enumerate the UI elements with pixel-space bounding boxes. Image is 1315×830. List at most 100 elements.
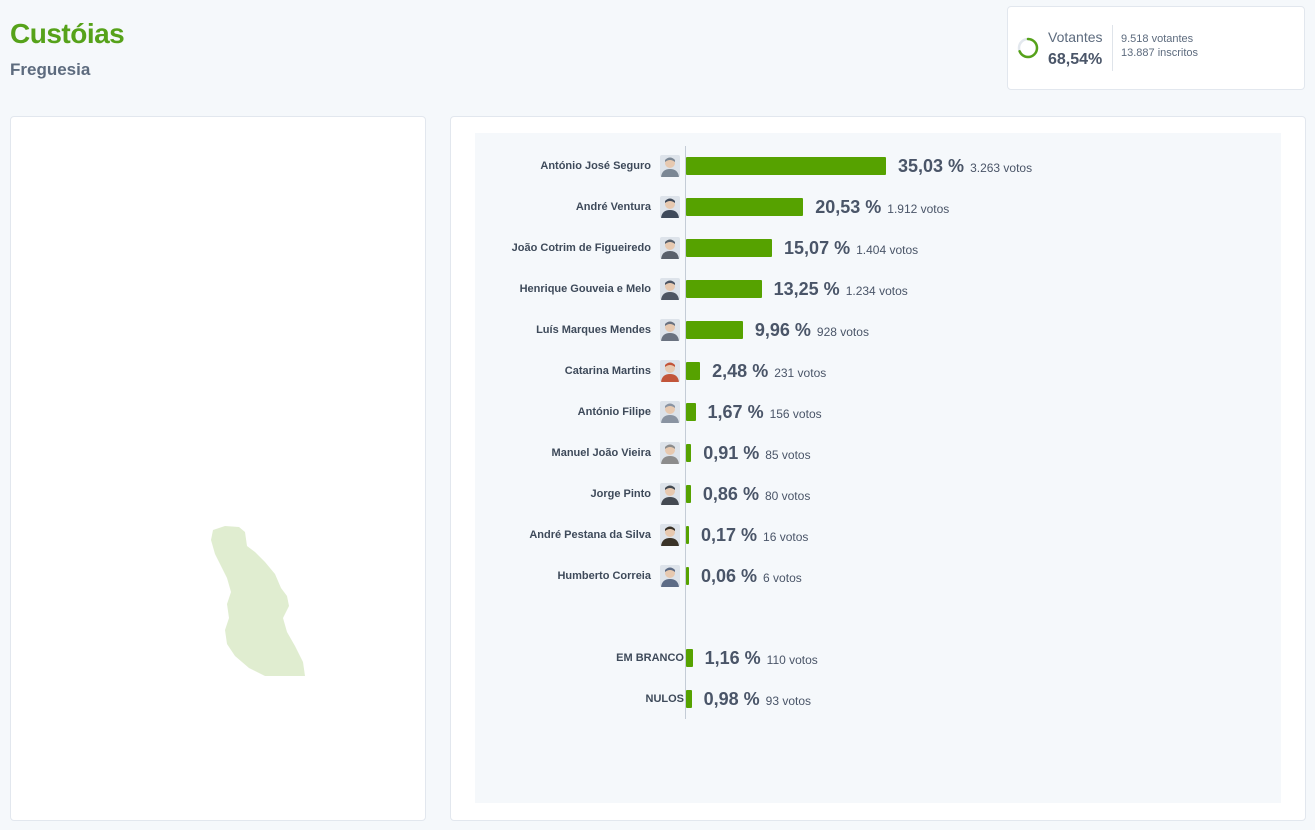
bar-value-label: 0,91 % 85 votos [703,441,810,467]
bar-label: Jorge Pinto [590,488,651,500]
bar-label: António José Seguro [540,160,651,172]
candidate-row[interactable]: António Filipe 1,67 % 156 votos [475,400,1281,424]
bar-mark[interactable] [686,567,689,585]
bar-label: João Cotrim de Figueiredo [511,242,651,254]
other-row[interactable]: NULOS 0,98 % 93 votos [475,687,1281,711]
bar-value-label: 9,96 % 928 votos [755,318,869,344]
candidate-row[interactable]: Catarina Martins 2,48 % 231 votos [475,359,1281,383]
other-row[interactable]: EM BRANCO 1,16 % 110 votos [475,646,1281,670]
bar-label: Luís Marques Mendes [536,324,651,336]
bar-percent: 9,96 % [754,320,811,340]
candidate-row[interactable]: Humberto Correia 0,06 % 6 votos [475,564,1281,588]
bar-votes: 6 votos [763,571,802,585]
candidate-row[interactable]: Manuel João Vieira 0,91 % 85 votos [475,441,1281,465]
bar-mark[interactable] [686,485,691,503]
bar-percent: 0,17 % [701,525,758,545]
person-photo-icon [660,319,680,341]
bar-percent: 2,48 % [712,361,769,381]
bar-value-label: 0,06 % 6 votos [701,564,802,590]
bar-mark[interactable] [686,690,692,708]
bar-percent: 20,53 % [815,197,882,217]
bar-percent: 35,03 % [898,156,965,176]
bar-percent: 1,67 % [707,402,764,422]
bar-value-label: 1,67 % 156 votos [708,400,822,426]
bar-value-label: 20,53 % 1.912 votos [815,195,949,221]
candidate-row[interactable]: António José Seguro 35,03 % 3.263 votos [475,154,1281,178]
chart-area [475,133,1281,803]
parish-outline [211,526,305,676]
bar-mark[interactable] [686,157,886,175]
person-photo-icon [660,524,680,546]
bar-label: André Ventura [575,201,651,213]
bar-percent: 0,86 % [702,484,759,504]
turnout-percent: 68,54% [1048,51,1103,68]
bar-mark[interactable] [686,280,762,298]
bar-value-label: 1,16 % 110 votos [705,646,818,672]
bar-mark[interactable] [686,403,696,421]
bar-votes: 928 votos [816,325,869,339]
bar-label: Manuel João Vieira [551,447,651,459]
bar-mark[interactable] [686,239,773,257]
bar-value-label: 13,25 % 1.234 votos [774,277,908,303]
bar-label: EM BRANCO [616,652,684,664]
bar-label: Henrique Gouveia e Melo [519,283,651,295]
bar-value-label: 0,98 % 93 votos [704,687,811,713]
bar-votes: 93 votos [765,694,812,708]
bar-votes: 80 votos [764,489,811,503]
turnout-voters: 9.518 votantes [1121,33,1194,45]
bar-votes: 1.234 votos [845,284,908,298]
bar-label: Humberto Correia [557,570,651,582]
person-photo-icon [660,360,680,382]
person-photo-icon [660,483,680,505]
bar-mark[interactable] [686,649,693,667]
map-panel [10,116,426,821]
candidate-row[interactable]: Luís Marques Mendes 9,96 % 928 votos [475,318,1281,342]
bar-votes: 3.263 votos [970,161,1033,175]
candidate-row[interactable]: Henrique Gouveia e Melo 13,25 % 1.234 voto… [475,277,1281,301]
bar-label: André Pestana da Silva [529,529,651,541]
bar-mark[interactable] [686,321,743,339]
bar-percent: 0,91 % [703,443,760,463]
bar-votes: 231 votos [774,366,827,380]
bar-value-label: 2,48 % 231 votos [712,359,826,385]
bar-mark[interactable] [686,198,804,216]
bar-percent: 1,16 % [704,648,761,668]
bar-mark[interactable] [686,444,692,462]
turnout-label: Votantes [1048,29,1103,45]
parish-map-shape[interactable] [205,522,309,680]
person-photo-icon [660,401,680,423]
bar-label: NULOS [645,693,685,705]
turnout-divider [1112,25,1113,71]
person-photo-icon [660,278,680,300]
candidate-row[interactable]: André Ventura 20,53 % 1.912 votos [475,195,1281,219]
turnout-ring-icon [1017,37,1039,59]
bar-votes: 110 votos [766,653,818,667]
bar-mark[interactable] [686,526,689,544]
bar-label: António Filipe [577,406,651,418]
bar-value-label: 15,07 % 1.404 votos [784,236,918,262]
place-title: Custóias [10,18,125,49]
place-type: Freguesia [10,60,91,79]
bar-value-label: 0,86 % 80 votos [703,482,810,508]
candidate-row[interactable]: Jorge Pinto 0,86 % 80 votos [475,482,1281,506]
bar-axis [685,146,686,719]
person-photo-icon [660,237,680,259]
bar-percent: 15,07 % [784,238,851,258]
candidate-row[interactable]: João Cotrim de Figueiredo 15,07 % 1.404 vo… [475,236,1281,260]
bar-label: Catarina Martins [564,365,651,377]
turnout-registered: 13.887 inscritos [1121,47,1199,59]
bar-votes: 85 votos [765,448,811,462]
bar-percent: 13,25 % [773,279,840,299]
candidate-row[interactable]: André Pestana da Silva 0,17 % 16 votos [475,523,1281,547]
person-photo-icon [660,155,680,177]
bar-percent: 0,98 % [703,689,760,709]
turnout-card [1007,6,1305,90]
person-photo-icon [660,442,680,464]
person-photo-icon [660,565,680,587]
bar-mark[interactable] [686,362,701,380]
bar-votes: 1.912 votos [887,202,950,216]
bar-votes: 156 votos [769,407,822,421]
bar-value-label: 0,17 % 16 votos [701,523,808,549]
bar-value-label: 35,03 % 3.263 votos [898,154,1032,180]
bar-votes: 1.404 votos [856,243,919,257]
